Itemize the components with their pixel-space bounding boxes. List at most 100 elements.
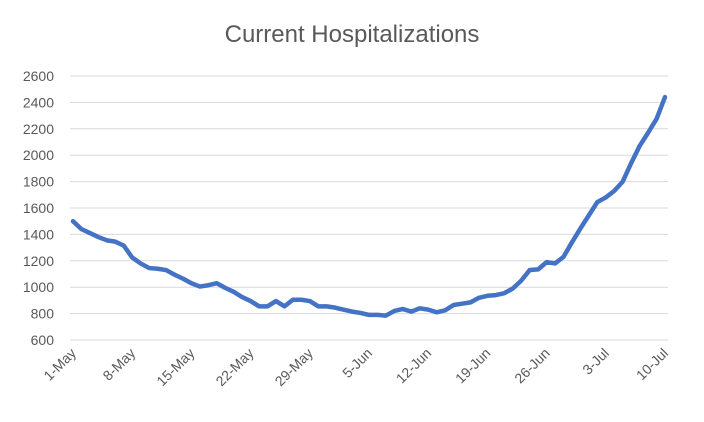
y-tick-label: 1600 [23, 200, 54, 216]
y-tick-label: 1400 [23, 226, 54, 242]
data-point [130, 256, 134, 260]
data-point [545, 260, 549, 264]
data-point [384, 314, 388, 318]
data-point [528, 268, 532, 272]
gridlines [70, 75, 668, 341]
y-tick-label: 1000 [23, 279, 54, 295]
data-point [485, 294, 489, 298]
x-tick-label: 19-Jun [452, 345, 494, 387]
data-point [519, 279, 523, 283]
data-point [172, 273, 176, 277]
data-point [122, 244, 126, 248]
data-point [663, 95, 667, 99]
data-point [401, 307, 405, 311]
data-point [443, 308, 447, 312]
data-point [629, 161, 633, 165]
data-point [342, 308, 346, 312]
data-point [536, 267, 540, 271]
data-point [604, 195, 608, 199]
data-point [316, 304, 320, 308]
data-point [570, 240, 574, 244]
x-tick-label: 22-May [212, 345, 256, 389]
data-point [460, 302, 464, 306]
data-point [418, 306, 422, 310]
data-point [274, 299, 278, 303]
x-tick-label: 12-Jun [393, 345, 435, 387]
y-tick-label: 1800 [23, 174, 54, 190]
x-tick-label: 5-Jun [339, 345, 375, 381]
data-point [232, 290, 236, 294]
y-axis-tick-labels: 600 800 1000 1200 1400 1600 1800 2000 2200 2400 26… [23, 68, 54, 348]
data-point [181, 277, 185, 281]
chart-title: Current Hospitalizations [225, 21, 480, 48]
data-point [494, 293, 498, 297]
y-tick-label: 600 [31, 332, 55, 348]
data-point [553, 261, 557, 265]
data-point [223, 286, 227, 290]
y-tick-label: 2400 [23, 94, 54, 110]
data-point [299, 298, 303, 302]
data-point [113, 240, 117, 244]
data-point [105, 238, 109, 242]
y-tick-label: 2600 [23, 68, 54, 84]
data-point [215, 281, 219, 285]
data-point [198, 285, 202, 289]
data-point [621, 180, 625, 184]
data-point [88, 231, 92, 235]
data-point [468, 300, 472, 304]
data-point [359, 311, 363, 315]
data-point [240, 295, 244, 299]
data-point [638, 144, 642, 148]
data-point [646, 131, 650, 135]
data-point [655, 117, 659, 121]
data-point [79, 227, 83, 231]
data-point [308, 299, 312, 303]
x-tick-label: 26-Jun [511, 345, 553, 387]
data-point [147, 266, 151, 270]
x-tick-label: 3-Jul [579, 345, 612, 378]
data-point [164, 268, 168, 272]
x-tick-label: 15-May [153, 345, 197, 389]
data-point [96, 235, 100, 239]
y-tick-label: 1200 [23, 253, 54, 269]
data-point [452, 303, 456, 307]
data-point [375, 313, 379, 317]
data-point [477, 296, 481, 300]
y-tick-label: 2200 [23, 121, 54, 137]
y-tick-label: 800 [31, 306, 55, 322]
data-point [409, 310, 413, 314]
data-point [282, 304, 286, 308]
data-point [156, 267, 160, 271]
data-point [502, 291, 506, 295]
data-point [291, 298, 295, 302]
data-point [367, 313, 371, 317]
data-point [392, 309, 396, 313]
data-point [562, 255, 566, 259]
series-layer [70, 94, 668, 318]
x-tick-label: 29-May [272, 345, 316, 389]
data-point [71, 219, 75, 223]
y-tick-label: 2000 [23, 147, 54, 163]
data-point [189, 281, 193, 285]
x-tick-label: 1-May [40, 345, 79, 384]
data-point [595, 200, 599, 204]
data-point [249, 299, 253, 303]
data-point [206, 283, 210, 287]
data-point [612, 189, 616, 193]
x-tick-label: 8-May [99, 345, 138, 384]
data-point [266, 304, 270, 308]
data-point [350, 310, 354, 314]
x-tick-label: 10-Jul [633, 345, 671, 383]
data-point [578, 226, 582, 230]
x-axis-tick-labels: 1-May 8-May 15-May 22-May 29-May 5-Jun 12-Jun 1… [40, 345, 671, 389]
data-point [426, 308, 430, 312]
data-point [511, 287, 515, 291]
data-point [325, 304, 329, 308]
series-line-hospitalizations [70, 94, 668, 318]
data-point [139, 261, 143, 265]
data-point [257, 304, 261, 308]
data-point [435, 310, 439, 314]
data-point [333, 306, 337, 310]
